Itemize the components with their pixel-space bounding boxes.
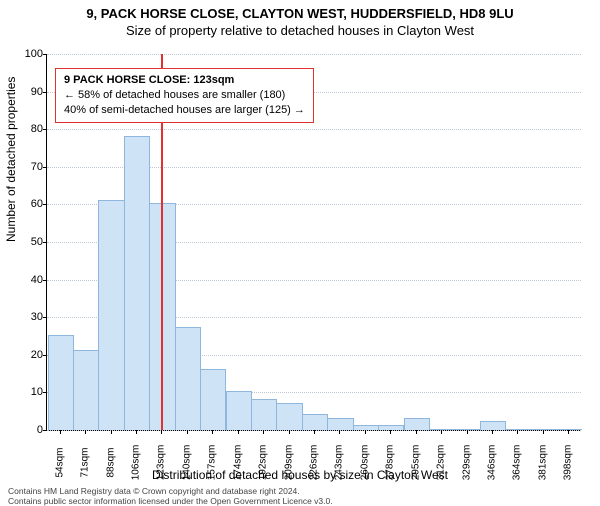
xtick-mark xyxy=(314,430,315,434)
annotation-line1: 9 PACK HORSE CLOSE: 123sqm xyxy=(64,73,305,88)
histogram-bar xyxy=(429,429,455,430)
xtick-mark xyxy=(517,430,518,434)
histogram-bar xyxy=(276,403,302,430)
plot-area: 010203040506070809010054sqm71sqm88sqm106… xyxy=(46,54,581,431)
histogram-bar xyxy=(124,136,150,430)
histogram-bar xyxy=(48,335,74,430)
ytick-label: 70 xyxy=(19,161,43,173)
xtick-mark xyxy=(111,430,112,434)
ytick-label: 20 xyxy=(19,349,43,361)
ytick-label: 50 xyxy=(19,236,43,248)
ytick-mark xyxy=(43,280,47,281)
ytick-label: 10 xyxy=(19,386,43,398)
chart-container: 010203040506070809010054sqm71sqm88sqm106… xyxy=(46,54,580,430)
ytick-mark xyxy=(43,54,47,55)
ytick-label: 30 xyxy=(19,311,43,323)
ytick-mark xyxy=(43,355,47,356)
xtick-mark xyxy=(187,430,188,434)
gridline-h xyxy=(47,129,581,130)
histogram-bar xyxy=(505,429,531,430)
histogram-bar xyxy=(531,429,557,430)
histogram-bar xyxy=(353,425,379,430)
xtick-mark xyxy=(543,430,544,434)
annotation-line3: 40% of semi-detached houses are larger (… xyxy=(64,103,305,118)
xtick-mark xyxy=(339,430,340,434)
ytick-label: 80 xyxy=(19,123,43,135)
histogram-bar xyxy=(302,414,328,430)
page-title-line1: 9, PACK HORSE CLOSE, CLAYTON WEST, HUDDE… xyxy=(0,6,600,21)
annotation-line2: ← 58% of detached houses are smaller (18… xyxy=(64,88,305,103)
histogram-bar xyxy=(480,421,506,430)
annotation-box: 9 PACK HORSE CLOSE: 123sqm← 58% of detac… xyxy=(55,68,314,123)
ytick-label: 60 xyxy=(19,198,43,210)
y-axis-label: Number of detached properties xyxy=(4,77,18,242)
xtick-mark xyxy=(60,430,61,434)
xtick-mark xyxy=(492,430,493,434)
xtick-mark xyxy=(568,430,569,434)
histogram-bar xyxy=(226,391,252,430)
histogram-bar xyxy=(73,350,99,430)
ytick-label: 100 xyxy=(19,48,43,60)
xtick-mark xyxy=(390,430,391,434)
gridline-h xyxy=(47,54,581,55)
footer-attribution: Contains HM Land Registry data © Crown c… xyxy=(8,486,333,506)
xtick-mark xyxy=(467,430,468,434)
xtick-mark xyxy=(289,430,290,434)
histogram-bar xyxy=(327,418,353,430)
xtick-mark xyxy=(161,430,162,434)
xtick-mark xyxy=(212,430,213,434)
xtick-mark xyxy=(263,430,264,434)
footer-line1: Contains HM Land Registry data © Crown c… xyxy=(8,486,333,496)
ytick-mark xyxy=(43,129,47,130)
histogram-bar xyxy=(556,429,582,430)
ytick-mark xyxy=(43,167,47,168)
ytick-label: 40 xyxy=(19,274,43,286)
footer-line2: Contains public sector information licen… xyxy=(8,496,333,506)
histogram-bar xyxy=(251,399,277,430)
xtick-mark xyxy=(365,430,366,434)
ytick-mark xyxy=(43,430,47,431)
ytick-mark xyxy=(43,392,47,393)
histogram-bar xyxy=(175,327,201,430)
xtick-mark xyxy=(238,430,239,434)
histogram-bar xyxy=(378,425,404,430)
ytick-label: 0 xyxy=(19,424,43,436)
xtick-mark xyxy=(416,430,417,434)
xtick-mark xyxy=(85,430,86,434)
ytick-mark xyxy=(43,317,47,318)
histogram-bar xyxy=(454,429,480,430)
xtick-mark xyxy=(136,430,137,434)
ytick-mark xyxy=(43,204,47,205)
ytick-mark xyxy=(43,242,47,243)
histogram-bar xyxy=(200,369,226,430)
ytick-mark xyxy=(43,92,47,93)
xtick-mark xyxy=(441,430,442,434)
histogram-bar xyxy=(98,200,124,430)
ytick-label: 90 xyxy=(19,86,43,98)
histogram-bar xyxy=(404,418,430,430)
x-axis-label: Distribution of detached houses by size … xyxy=(0,468,600,482)
page-title-line2: Size of property relative to detached ho… xyxy=(0,23,600,38)
